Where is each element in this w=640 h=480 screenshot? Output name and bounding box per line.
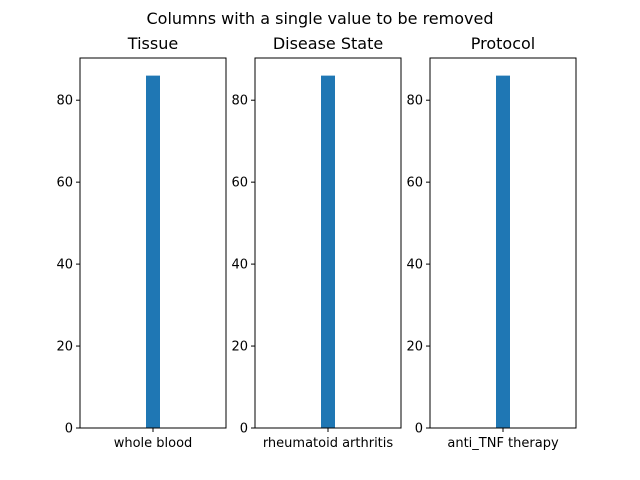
y-tick-label: 20 — [406, 340, 423, 355]
y-tick-label: 20 — [56, 340, 73, 355]
bar — [496, 75, 510, 428]
y-tick-label: 80 — [231, 94, 248, 109]
subplot-2: Disease State 0 20 40 60 80 rheumatoid arthrit… — [231, 34, 402, 451]
subplot-title: Tissue — [127, 34, 178, 53]
subplot-title: Disease State — [273, 34, 383, 53]
figure-suptitle: Columns with a single value to be remove… — [146, 9, 493, 28]
y-tick-label: 0 — [240, 422, 248, 437]
y-tick-label: 0 — [415, 422, 423, 437]
y-tick-label: 20 — [231, 340, 248, 355]
subplot-title: Protocol — [471, 34, 535, 53]
subplot-3: Protocol 0 20 40 60 80 anti_TNF therapy — [406, 34, 577, 451]
y-tick-label: 40 — [406, 258, 423, 273]
x-tick-label: anti_TNF therapy — [447, 436, 559, 451]
y-tick-label: 80 — [56, 94, 73, 109]
y-tick-label: 40 — [231, 258, 248, 273]
bar — [321, 75, 335, 428]
y-tick-label: 40 — [56, 258, 73, 273]
y-tick-label: 0 — [65, 422, 73, 437]
y-tick-label: 60 — [406, 176, 423, 191]
y-tick-label: 60 — [56, 176, 73, 191]
x-tick-label: rheumatoid arthritis — [263, 436, 394, 451]
y-tick-label: 60 — [231, 176, 248, 191]
y-tick-label: 80 — [406, 94, 423, 109]
x-tick-label: whole blood — [114, 436, 193, 451]
bar — [146, 75, 160, 428]
subplot-grid: Tissue 0 20 40 60 80 whole blood Disease State 0… — [56, 34, 577, 451]
subplot-1: Tissue 0 20 40 60 80 whole blood — [56, 34, 227, 451]
